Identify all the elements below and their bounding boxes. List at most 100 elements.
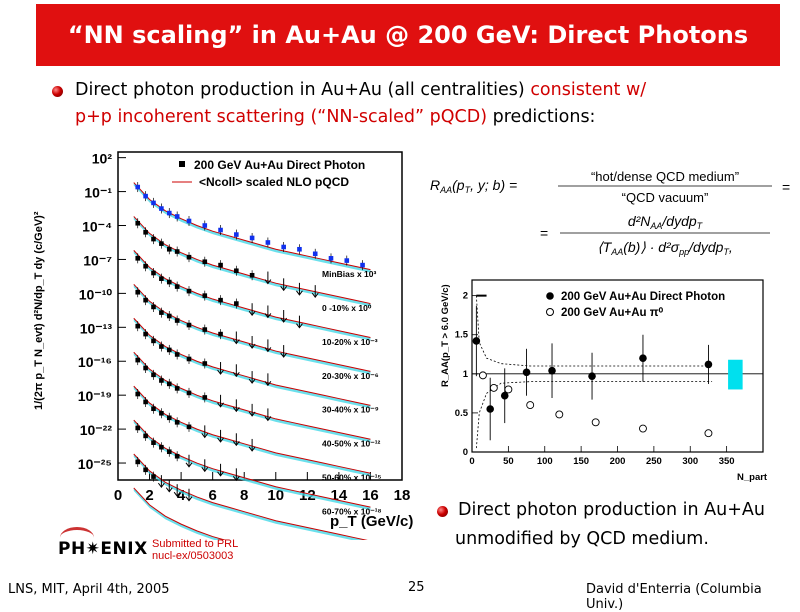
- data-point: [143, 399, 148, 405]
- slide-title: “NN scaling” in Au+Au @ 200 GeV: Direct …: [67, 21, 749, 49]
- pqcd-curve: [133, 453, 368, 540]
- data-point: [159, 276, 164, 281]
- bullet1-line1-highlight: consistent w/: [530, 80, 647, 100]
- y-tick-label: 10⁻²⁵: [78, 456, 112, 472]
- data-point: [218, 262, 223, 268]
- data-point: [135, 391, 141, 397]
- data-point: [186, 390, 192, 396]
- data-point: [186, 218, 192, 224]
- data-point: [186, 356, 192, 362]
- series-label: 20-30% x 10⁻⁶: [322, 371, 379, 381]
- series-label: 0 -10% x 10⁰: [322, 303, 372, 313]
- footer-page-number: 25: [408, 580, 425, 595]
- title-bar: “NN scaling” in Au+Au @ 200 GeV: Direct …: [36, 4, 780, 66]
- data-point: [234, 301, 239, 306]
- formula-num1: “hot/dense QCD medium”: [591, 169, 739, 184]
- data-point: [218, 227, 223, 233]
- legend-marker-square: [179, 161, 185, 167]
- data-point: [202, 223, 208, 228]
- formula-num2: d²NAA/dydpT: [628, 213, 704, 231]
- x-tick-label: 0: [469, 456, 474, 467]
- raa-chart: 0 50 100 150 200 250 300 350 0 0.5 1 1.5 2 200 GeV Au…: [440, 279, 768, 483]
- upper-limit-arrowhead: [232, 440, 240, 447]
- upper-limit-arrowhead: [264, 416, 272, 422]
- data-point: [218, 331, 223, 337]
- upper-limit-arrowhead: [280, 317, 288, 323]
- upper-limit-arrowhead: [165, 487, 173, 493]
- data-point: [174, 352, 180, 357]
- data-point: [159, 206, 164, 211]
- upper-limit-arrowhead: [264, 279, 272, 285]
- submitted-line2: nucl-ex/0503003: [152, 550, 234, 562]
- data-point: [135, 184, 141, 190]
- data-point: [202, 361, 208, 366]
- submitted-note: Submitted to PRL nucl-ex/0503003: [152, 538, 238, 562]
- x-tick-label: 250: [646, 456, 662, 467]
- bullet1-line2: p+p incoherent scattering (“NN-scaled” p…: [75, 107, 595, 127]
- data-point: [166, 313, 172, 319]
- data-point: [143, 331, 148, 337]
- series-label: 10-20% x 10⁻³: [322, 337, 378, 347]
- submitted-line1: Submitted to PRL: [152, 538, 239, 550]
- plot-frame: [117, 151, 403, 481]
- upper-limit-arrowhead: [217, 369, 224, 375]
- photon-point: [639, 354, 647, 362]
- photon-point: [486, 405, 494, 413]
- data-point: [166, 449, 172, 455]
- photon-point: [548, 366, 556, 375]
- y-tick-label: 1.5: [455, 330, 469, 341]
- data-point: [249, 235, 255, 241]
- data-point: [202, 327, 208, 332]
- data-point: [135, 323, 141, 329]
- y-tick-label: 10⁻¹⁰: [79, 286, 113, 302]
- data-point: [135, 357, 141, 363]
- upper-limit-arrowhead: [173, 491, 181, 498]
- data-point: [135, 220, 141, 226]
- upper-limit-arrowhead: [157, 482, 165, 488]
- y-tick-label: 2: [463, 291, 468, 302]
- data-point: [135, 256, 141, 261]
- x-tick-label: 10: [267, 487, 284, 504]
- phenix-logo: PH✷ENIX: [58, 539, 148, 559]
- upper-limit-arrowhead: [217, 437, 224, 443]
- legend-label: 200 GeV Au+Au Direct Photon: [194, 158, 365, 172]
- data-point: [202, 293, 208, 298]
- data-point: [151, 200, 156, 206]
- data-point: [174, 386, 180, 391]
- y-tick-label: 0: [463, 447, 468, 458]
- legend-label: 200 GeV Au+Au π⁰: [561, 306, 664, 319]
- upper-limit-arrowhead: [185, 462, 193, 468]
- upper-limit-arrowhead: [248, 446, 256, 452]
- data-point: [166, 246, 172, 252]
- data-point: [234, 268, 239, 274]
- series-label: 30-40% x 10⁻⁹: [322, 405, 379, 415]
- x-tick-label: 8: [240, 487, 248, 504]
- data-point: [135, 289, 141, 295]
- bullet-icon: [52, 86, 63, 97]
- data-point: [143, 467, 148, 473]
- data-point: [159, 241, 164, 246]
- upper-limit-arrowhead: [232, 476, 240, 482]
- x-tick-label: 4: [177, 487, 186, 504]
- data-point: [159, 410, 164, 416]
- upper-limit-arrowhead: [201, 433, 209, 439]
- data-point: [174, 214, 180, 219]
- photon-point: [522, 368, 531, 377]
- y-tick-label: 10²: [92, 151, 113, 167]
- x-tick-label: 18: [394, 487, 411, 504]
- data-point: [265, 240, 271, 245]
- upper-limit-arrowhead: [264, 381, 272, 387]
- data-point: [166, 210, 172, 216]
- data-point: [174, 420, 180, 425]
- svg-text:=: =: [540, 225, 548, 241]
- data-point: [166, 415, 172, 421]
- pqcd-curve: [133, 419, 371, 508]
- data-point: [143, 365, 148, 371]
- upper-limit-arrowhead: [296, 323, 303, 329]
- raa-formula: RAA(pT, y; b) = “hot/dense QCD medium” “…: [430, 169, 790, 257]
- data-point: [360, 262, 365, 268]
- data-point: [159, 444, 164, 450]
- spectra-chart: 02468101214161810²10⁻¹10⁻⁴10⁻⁷10⁻¹⁰10⁻¹³…: [33, 151, 413, 540]
- data-point: [151, 270, 156, 276]
- data-point: [151, 406, 156, 412]
